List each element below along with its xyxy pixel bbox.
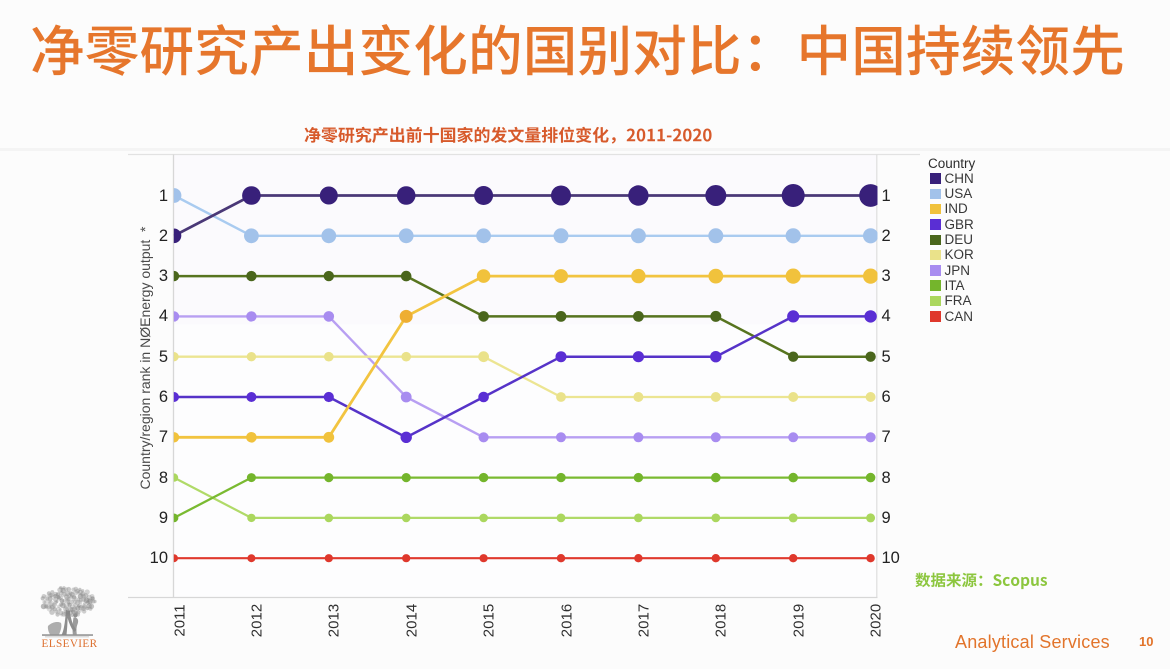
svg-text:ELSEVIER: ELSEVIER: [42, 638, 98, 650]
